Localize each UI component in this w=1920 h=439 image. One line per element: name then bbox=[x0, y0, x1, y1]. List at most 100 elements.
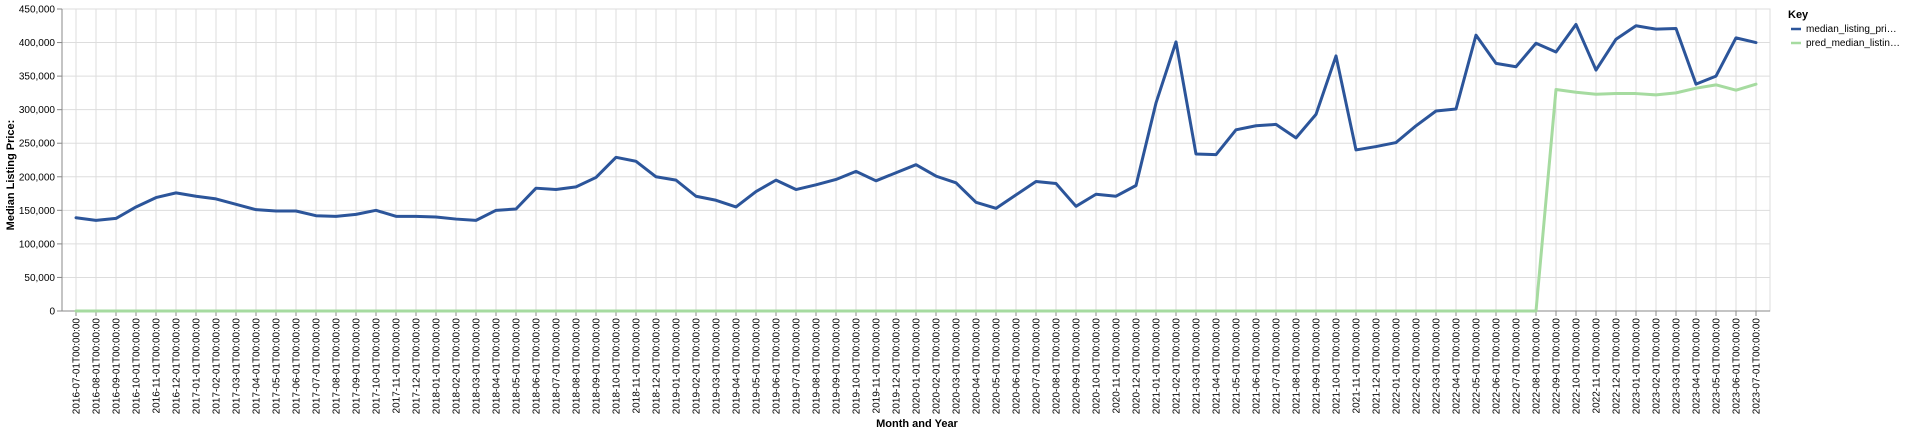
y-tick-label: 400,000 bbox=[19, 38, 56, 49]
x-tick-label: 2023-03-01T00:00:00 bbox=[1672, 318, 1683, 415]
legend-title: Key bbox=[1788, 9, 1809, 21]
series-layer bbox=[74, 22, 1758, 313]
x-tick-label: 2017-09-01T00:00:00 bbox=[352, 318, 363, 415]
x-tick-label: 2022-08-01T00:00:00 bbox=[1532, 318, 1543, 415]
y-axis-title: Median Listing Price: bbox=[5, 120, 17, 231]
x-tick-label: 2022-09-01T00:00:00 bbox=[1552, 318, 1563, 415]
x-tick-label: 2016-07-01T00:00:00 bbox=[72, 318, 83, 415]
x-tick-label: 2023-01-01T00:00:00 bbox=[1632, 318, 1643, 415]
y-tick-label: 50,000 bbox=[24, 273, 55, 284]
x-tick-label: 2021-10-01T00:00:00 bbox=[1332, 318, 1343, 415]
x-tick-label: 2022-10-01T00:00:00 bbox=[1572, 318, 1583, 415]
y-tick-label: 150,000 bbox=[19, 206, 56, 217]
x-tick-label: 2017-05-01T00:00:00 bbox=[272, 318, 283, 415]
x-tick-label: 2018-01-01T00:00:00 bbox=[432, 318, 443, 415]
x-tick-label: 2022-02-01T00:00:00 bbox=[1412, 318, 1423, 415]
legend-label: pred_median_listin… bbox=[1806, 38, 1900, 49]
x-tick-label: 2017-04-01T00:00:00 bbox=[252, 318, 263, 415]
y-tick-label: 300,000 bbox=[19, 105, 56, 116]
x-tick-label: 2022-07-01T00:00:00 bbox=[1512, 318, 1523, 415]
x-tick-label: 2020-09-01T00:00:00 bbox=[1072, 318, 1083, 415]
x-tick-label: 2018-06-01T00:00:00 bbox=[532, 318, 543, 415]
x-tick-label: 2019-02-01T00:00:00 bbox=[692, 318, 703, 415]
x-tick-label: 2019-01-01T00:00:00 bbox=[672, 318, 683, 415]
y-axis: 0 50,000 100,000 150,000 200,000 250,000 300,0… bbox=[19, 5, 63, 318]
x-tick-label: 2021-06-01T00:00:00 bbox=[1252, 318, 1263, 415]
x-tick-label: 2021-01-01T00:00:00 bbox=[1152, 318, 1163, 415]
x-tick-label: 2016-12-01T00:00:00 bbox=[172, 318, 183, 415]
series-line-pred-median-listing-price bbox=[74, 82, 1758, 313]
x-tick-label: 2019-05-01T00:00:00 bbox=[752, 318, 763, 415]
x-tick-label: 2019-07-01T00:00:00 bbox=[792, 318, 803, 415]
grid-lines bbox=[61, 8, 1771, 312]
x-tick-label: 2021-05-01T00:00:00 bbox=[1232, 318, 1243, 415]
x-tick-label: 2016-09-01T00:00:00 bbox=[112, 318, 123, 415]
x-tick-label: 2021-03-01T00:00:00 bbox=[1192, 318, 1203, 415]
x-tick-label: 2017-03-01T00:00:00 bbox=[232, 318, 243, 415]
x-tick-label: 2023-05-01T00:00:00 bbox=[1712, 318, 1723, 415]
legend: Key median_listing_pri… pred_median_listi… bbox=[1788, 9, 1900, 49]
x-tick-label: 2020-11-01T00:00:00 bbox=[1112, 318, 1123, 414]
x-tick-label: 2017-08-01T00:00:00 bbox=[332, 318, 343, 415]
x-tick-label: 2021-02-01T00:00:00 bbox=[1172, 318, 1183, 415]
y-tick-label: 350,000 bbox=[19, 72, 56, 83]
x-tick-label: 2019-11-01T00:00:00 bbox=[872, 318, 883, 414]
x-tick-label: 2017-11-01T00:00:00 bbox=[392, 318, 403, 414]
x-tick-label: 2019-04-01T00:00:00 bbox=[732, 318, 743, 415]
x-tick-label: 2017-02-01T00:00:00 bbox=[212, 318, 223, 415]
x-tick-label: 2022-05-01T00:00:00 bbox=[1472, 318, 1483, 415]
y-tick-label: 450,000 bbox=[19, 5, 56, 16]
x-tick-label: 2020-07-01T00:00:00 bbox=[1032, 318, 1043, 415]
x-tick-label: 2023-07-01T00:00:00 bbox=[1752, 318, 1763, 415]
x-tick-label: 2023-04-01T00:00:00 bbox=[1692, 318, 1703, 415]
x-tick-label: 2022-04-01T00:00:00 bbox=[1452, 318, 1463, 415]
x-tick-label: 2018-10-01T00:00:00 bbox=[612, 318, 623, 415]
x-tick-label: 2021-09-01T00:00:00 bbox=[1312, 318, 1323, 415]
x-tick-label: 2021-12-01T00:00:00 bbox=[1372, 318, 1383, 415]
x-tick-label: 2020-12-01T00:00:00 bbox=[1132, 318, 1143, 415]
x-tick-label: 2020-02-01T00:00:00 bbox=[932, 318, 943, 415]
y-tick-label: 200,000 bbox=[19, 172, 56, 183]
y-tick-label: 250,000 bbox=[19, 139, 56, 150]
x-tick-label: 2017-06-01T00:00:00 bbox=[292, 318, 303, 415]
x-tick-label: 2018-03-01T00:00:00 bbox=[472, 318, 483, 415]
x-tick-label: 2017-10-01T00:00:00 bbox=[372, 318, 383, 415]
x-tick-label: 2017-07-01T00:00:00 bbox=[312, 318, 323, 415]
y-tick-label: 0 bbox=[49, 307, 55, 318]
x-tick-label: 2022-12-01T00:00:00 bbox=[1612, 318, 1623, 415]
x-tick-label: 2019-03-01T00:00:00 bbox=[712, 318, 723, 415]
x-tick-label: 2016-10-01T00:00:00 bbox=[132, 318, 143, 415]
x-tick-label: 2018-08-01T00:00:00 bbox=[572, 318, 583, 415]
x-tick-label: 2018-05-01T00:00:00 bbox=[512, 318, 523, 415]
x-tick-label: 2021-11-01T00:00:00 bbox=[1352, 318, 1363, 414]
x-tick-label: 2022-01-01T00:00:00 bbox=[1392, 318, 1403, 415]
x-tick-label: 2022-03-01T00:00:00 bbox=[1432, 318, 1443, 415]
legend-label: median_listing_pri… bbox=[1806, 24, 1897, 35]
x-tick-label: 2018-02-01T00:00:00 bbox=[452, 318, 463, 415]
x-tick-label: 2020-03-01T00:00:00 bbox=[952, 318, 963, 415]
x-axis: 2016-07-01T00:00:00 2016-08-01T00:00:00 20… bbox=[62, 310, 1770, 415]
x-tick-label: 2019-06-01T00:00:00 bbox=[772, 318, 783, 415]
x-tick-label: 2020-06-01T00:00:00 bbox=[1012, 318, 1023, 415]
x-tick-label: 2019-12-01T00:00:00 bbox=[892, 318, 903, 415]
x-tick-label: 2023-02-01T00:00:00 bbox=[1652, 318, 1663, 415]
x-tick-label: 2017-12-01T00:00:00 bbox=[412, 318, 423, 415]
x-tick-label: 2022-11-01T00:00:00 bbox=[1592, 318, 1603, 414]
x-tick-label: 2017-01-01T00:00:00 bbox=[192, 318, 203, 415]
series-line-median-listing-price bbox=[74, 22, 1758, 222]
x-tick-label: 2018-09-01T00:00:00 bbox=[592, 318, 603, 415]
x-tick-label: 2016-11-01T00:00:00 bbox=[152, 318, 163, 414]
x-tick-label: 2018-04-01T00:00:00 bbox=[492, 318, 503, 415]
x-tick-label: 2019-09-01T00:00:00 bbox=[832, 318, 843, 415]
x-tick-label: 2019-10-01T00:00:00 bbox=[852, 318, 863, 415]
x-tick-label: 2023-06-01T00:00:00 bbox=[1732, 318, 1743, 415]
x-tick-label: 2021-04-01T00:00:00 bbox=[1212, 318, 1223, 415]
x-tick-label: 2021-07-01T00:00:00 bbox=[1272, 318, 1283, 415]
x-tick-label: 2018-07-01T00:00:00 bbox=[552, 318, 563, 415]
x-axis-title: Month and Year bbox=[876, 418, 958, 430]
x-tick-label: 2020-04-01T00:00:00 bbox=[972, 318, 983, 415]
x-tick-label: 2020-08-01T00:00:00 bbox=[1052, 318, 1063, 415]
x-tick-label: 2016-08-01T00:00:00 bbox=[92, 318, 103, 415]
